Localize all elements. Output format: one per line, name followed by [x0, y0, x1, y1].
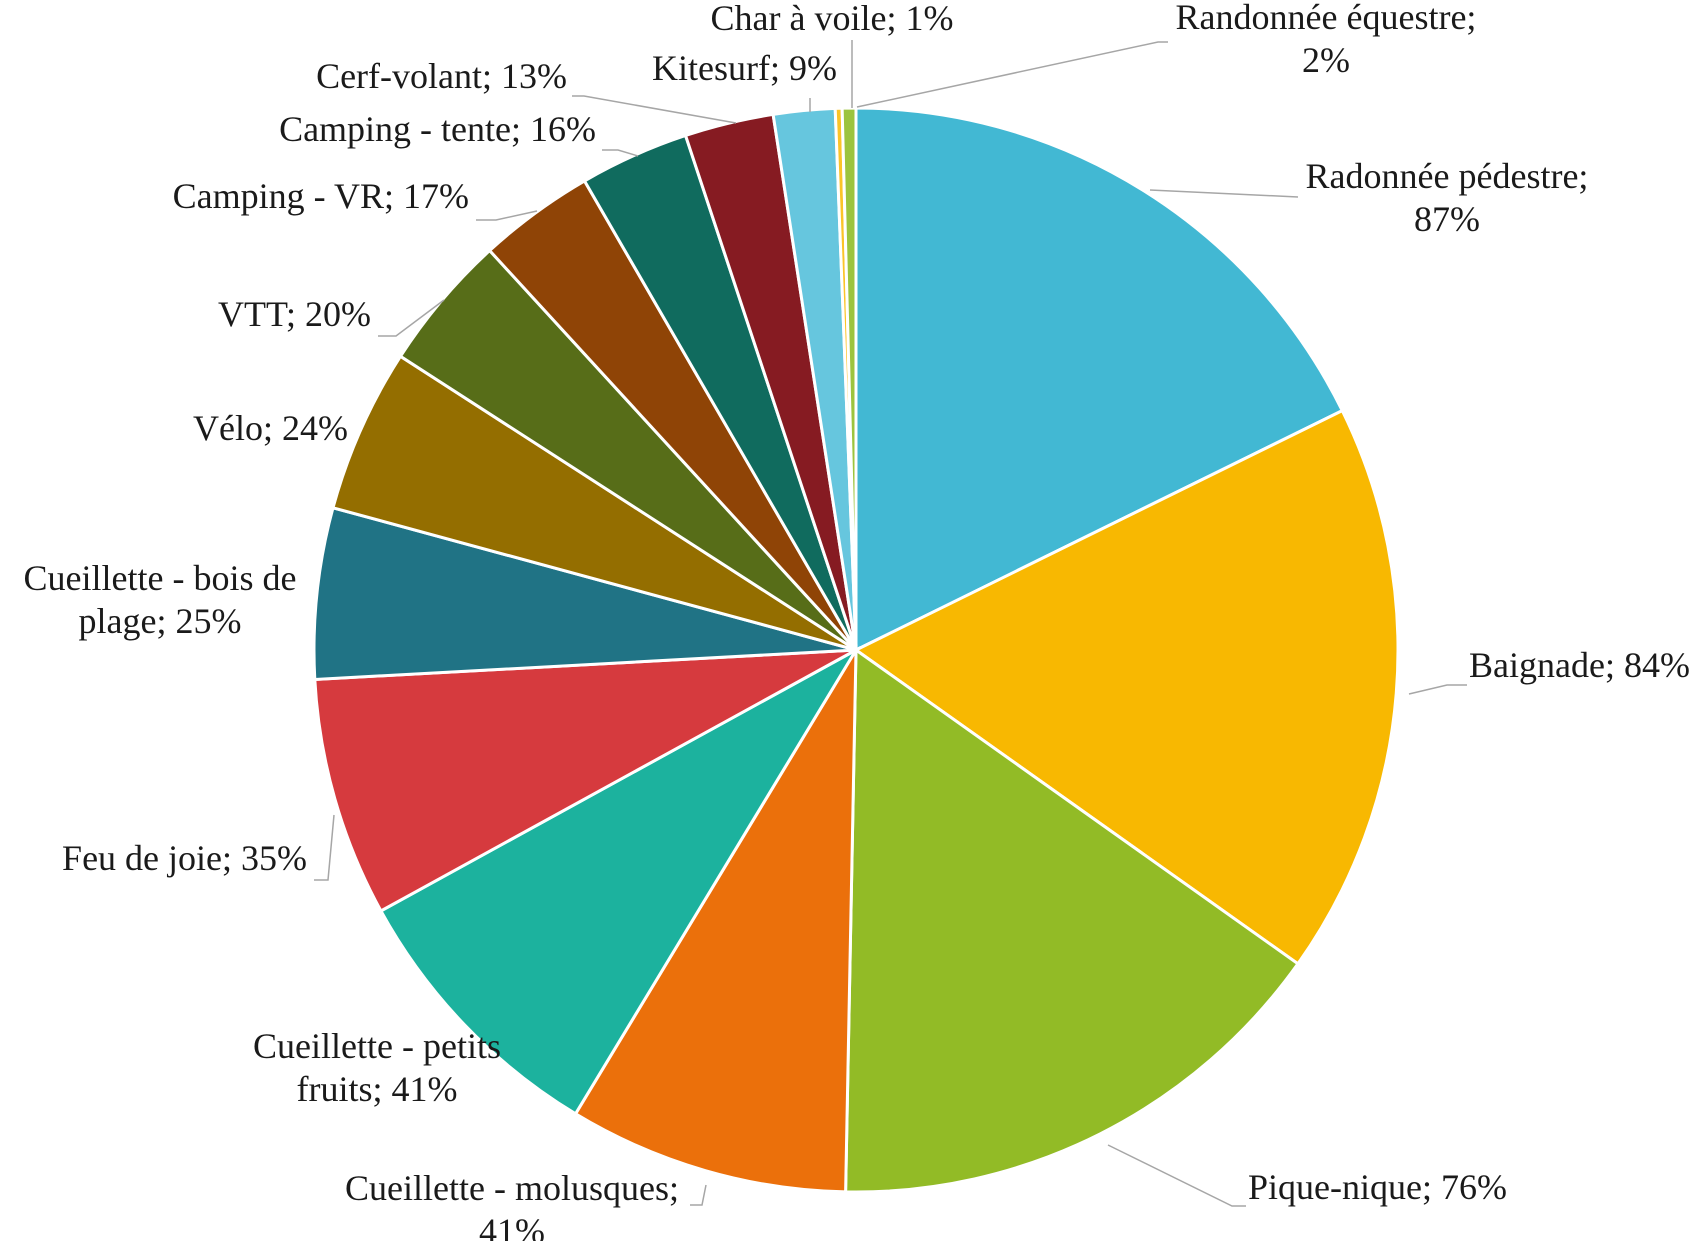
leader-line-cueillette-molusques	[690, 1184, 707, 1206]
slice-label-randonnee-equestre: Randonnée équestre; 2%	[1176, 0, 1477, 80]
slice-label-char-a-voile: Char à voile; 1%	[711, 0, 954, 38]
pie-slice-cueillette-bois-de-plage	[312, 505, 857, 682]
slice-label-cueillette-bois-de-plage: Cueillette - bois de plage; 25%	[24, 558, 297, 641]
slice-label-cueillette-molusques: Cueillette - molusques; 41%	[345, 1168, 679, 1241]
pie-slices	[312, 106, 1400, 1194]
slice-label-radonnee-pedestre: Radonnée pédestre; 87%	[1306, 156, 1589, 239]
leader-line-feu-de-joie	[314, 814, 335, 881]
slice-label-baignade: Baignade; 84%	[1469, 645, 1690, 685]
leader-line-camping-vr	[476, 210, 538, 221]
slice-label-cerf-volant: Cerf-volant; 13%	[316, 56, 567, 96]
slice-label-kitesurf: Kitesurf; 9%	[652, 48, 837, 88]
pie-slice-cueillette-molusques	[573, 644, 858, 1194]
slice-label-vtt: VTT; 20%	[218, 294, 371, 334]
slice-label-camping-vr: Camping - VR; 17%	[173, 176, 469, 216]
leader-line-cerf-volant	[572, 95, 737, 124]
slice-label-pique-nique: Pique-nique; 76%	[1248, 1167, 1507, 1207]
slice-label-feu-de-joie: Feu de joie; 35%	[62, 838, 307, 878]
pie-slice-randonnee-equestre	[840, 106, 858, 651]
leader-line-randonnee-equestre	[856, 41, 1168, 108]
pie-slice-velo	[331, 354, 857, 652]
pie-slice-radonnee-pedestre	[854, 106, 1345, 653]
leader-line-radonnee-pedestre	[1149, 189, 1299, 198]
leader-line-pique-nique	[1107, 1144, 1246, 1207]
leader-line-camping-tente	[602, 149, 639, 157]
leader-line-vtt	[378, 299, 445, 337]
label-leader-lines	[314, 40, 1467, 1207]
slice-label-cueillette-petits-fruits: Cueillette - petits fruits; 41%	[253, 1026, 501, 1109]
pie-slice-baignade	[853, 408, 1400, 966]
slice-label-velo: Vélo; 24%	[193, 408, 348, 448]
slice-labels: Radonnée pédestre; 87% Baignade; 84% Pique-…	[24, 0, 1690, 1241]
leader-line-baignade	[1408, 684, 1467, 695]
pie-slice-cueillette-petits-fruits	[378, 645, 861, 1116]
slice-label-camping-tente: Camping - tente; 16%	[279, 109, 596, 149]
pie-slice-pique-nique	[844, 647, 1301, 1194]
pie-slice-feu-de-joie	[313, 648, 857, 913]
